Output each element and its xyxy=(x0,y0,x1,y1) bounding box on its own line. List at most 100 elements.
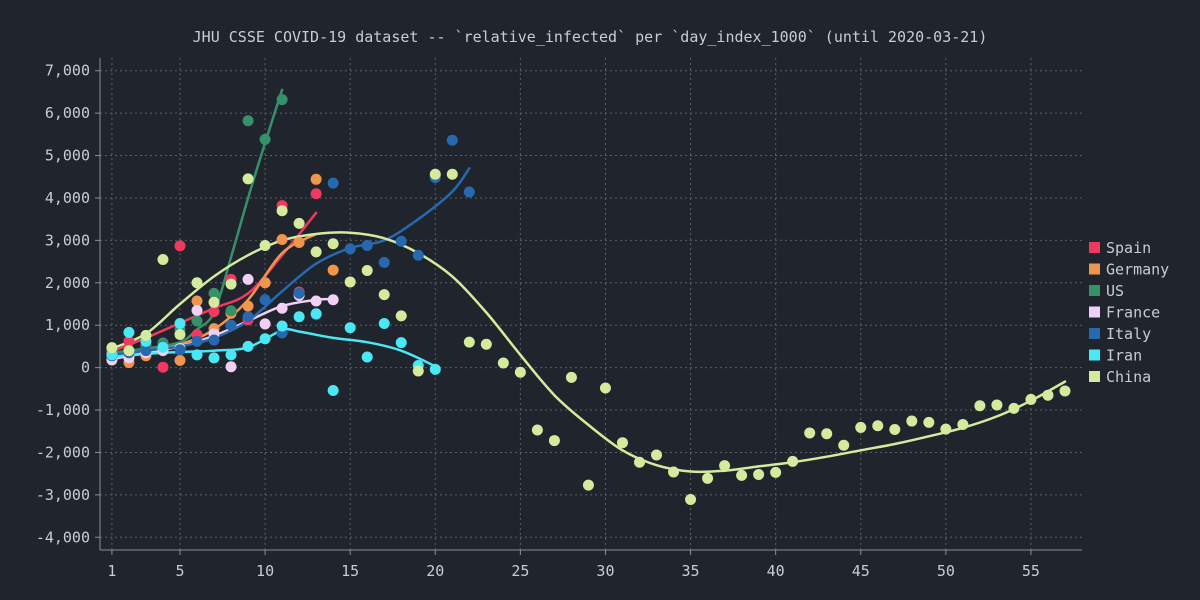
data-point-china xyxy=(514,366,526,378)
data-point-germany xyxy=(242,300,254,312)
data-point-china xyxy=(361,264,373,276)
trend-line-china xyxy=(110,231,1067,474)
data-point-china xyxy=(651,449,663,461)
data-point-iran xyxy=(123,326,135,338)
y-tick-label: -3,000 xyxy=(36,486,90,504)
data-point-us xyxy=(225,305,237,317)
data-point-china xyxy=(565,371,577,383)
data-point-china xyxy=(906,415,918,427)
data-point-spain xyxy=(174,240,186,252)
data-point-china xyxy=(395,310,407,322)
data-point-china xyxy=(974,400,986,412)
legend-swatch-france xyxy=(1089,306,1100,318)
data-point-iran xyxy=(157,341,169,353)
data-point-iran xyxy=(378,318,390,330)
trend-line-iran xyxy=(110,327,437,368)
y-tick-label: 2,000 xyxy=(45,274,90,292)
data-point-china xyxy=(446,168,458,180)
data-point-iran xyxy=(327,385,339,397)
data-point-france xyxy=(327,294,339,306)
y-tick-label: -4,000 xyxy=(36,528,90,546)
data-point-china xyxy=(719,460,731,472)
y-tick-label: 1,000 xyxy=(45,316,90,334)
data-point-china xyxy=(616,437,628,449)
y-tick-label: 4,000 xyxy=(45,189,90,207)
data-point-iran xyxy=(395,337,407,349)
data-point-italy xyxy=(361,239,373,251)
data-point-china xyxy=(191,277,203,289)
x-tick-label: 5 xyxy=(175,562,184,580)
legend-swatch-china xyxy=(1089,371,1100,382)
data-point-china xyxy=(412,365,424,377)
data-point-italy xyxy=(174,344,186,356)
data-point-china xyxy=(889,424,901,436)
data-point-china xyxy=(174,329,186,341)
data-point-china xyxy=(1025,393,1037,405)
data-point-france xyxy=(225,361,237,373)
data-point-china xyxy=(140,329,152,341)
x-tick-label: 45 xyxy=(852,562,870,580)
legend-swatch-spain xyxy=(1089,242,1100,253)
data-point-iran xyxy=(429,363,441,375)
data-point-france xyxy=(191,304,203,316)
data-point-spain xyxy=(310,188,322,200)
data-point-france xyxy=(310,295,322,307)
data-point-italy xyxy=(208,334,220,346)
data-point-italy xyxy=(395,235,407,247)
data-point-iran xyxy=(293,311,305,323)
data-point-germany xyxy=(327,264,339,276)
data-point-germany xyxy=(191,295,203,307)
data-point-iran xyxy=(191,349,203,361)
axes: -4,000 -3,000 -2,000 -1,000 0 1,000 2,000 3,000… xyxy=(36,58,1082,580)
chart-title: JHU CSSE COVID-19 dataset -- `relative_i… xyxy=(193,28,988,46)
data-point-china xyxy=(310,246,322,258)
legend-label-italy: Italy xyxy=(1106,325,1151,343)
data-point-china xyxy=(770,466,782,478)
data-point-china xyxy=(276,205,288,217)
data-point-china xyxy=(599,382,611,394)
legend-swatch-iran xyxy=(1089,349,1100,361)
data-point-germany xyxy=(276,234,288,246)
legend-swatch-italy xyxy=(1089,328,1100,339)
data-point-china xyxy=(702,472,714,484)
legend: Spain Germany US France Italy Iran China xyxy=(1089,239,1169,386)
data-point-spain xyxy=(208,306,220,318)
x-tick-label: 15 xyxy=(341,562,359,580)
data-point-italy xyxy=(225,319,237,331)
data-point-china xyxy=(327,238,339,250)
data-point-italy xyxy=(463,186,475,198)
y-tick-label: 7,000 xyxy=(45,62,90,80)
data-point-china xyxy=(787,455,799,467)
data-point-italy xyxy=(242,311,254,323)
trend-lines xyxy=(110,88,1067,474)
data-point-china xyxy=(259,239,271,251)
data-point-china xyxy=(1059,385,1071,397)
data-point-italy xyxy=(412,249,424,261)
y-tick-label: 6,000 xyxy=(45,104,90,122)
x-tick-label: 40 xyxy=(767,562,785,580)
data-point-iran xyxy=(361,351,373,363)
data-point-iran xyxy=(225,349,237,361)
legend-label-iran: Iran xyxy=(1106,347,1142,365)
data-point-china xyxy=(463,336,475,348)
data-point-china xyxy=(208,296,220,308)
legend-label-us: US xyxy=(1106,282,1124,300)
data-point-china xyxy=(582,479,594,491)
data-point-china xyxy=(548,435,560,447)
data-point-china xyxy=(378,289,390,301)
data-point-china xyxy=(685,494,697,506)
data-point-italy xyxy=(140,345,152,357)
x-tick-label: 30 xyxy=(596,562,614,580)
data-point-china xyxy=(225,278,237,290)
data-point-us xyxy=(259,133,271,145)
y-tick-label: 5,000 xyxy=(45,147,90,165)
data-point-china xyxy=(753,469,765,481)
data-point-germany xyxy=(259,277,271,289)
data-point-iran xyxy=(174,318,186,330)
data-point-china xyxy=(872,420,884,432)
x-tick-label: 1 xyxy=(107,562,116,580)
data-point-china xyxy=(242,173,254,185)
data-point-us xyxy=(276,94,288,106)
data-point-germany xyxy=(310,173,322,185)
